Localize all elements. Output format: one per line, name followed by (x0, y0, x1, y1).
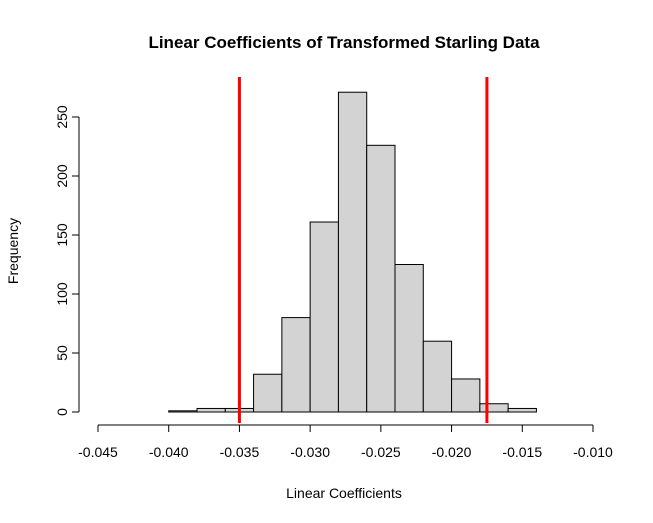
y-tick-label: 250 (54, 105, 70, 129)
x-tick-label: -0.030 (290, 444, 330, 460)
x-tick-label: -0.035 (220, 444, 260, 460)
x-tick-label: -0.045 (78, 444, 118, 460)
histogram-bar (479, 403, 509, 413)
histogram-bar (366, 144, 396, 413)
histogram-bar (309, 221, 339, 413)
histogram-bar (281, 317, 311, 413)
x-tick-label: -0.040 (149, 444, 189, 460)
bars-group (168, 91, 537, 413)
y-tick-label: 0 (54, 408, 70, 416)
histogram-bar (422, 340, 453, 413)
y-tick-label: 200 (54, 164, 70, 188)
reference-lines-group (237, 77, 489, 423)
x-tick-label: -0.010 (573, 444, 613, 460)
histogram-bar (253, 373, 283, 413)
y-tick-label: 150 (54, 223, 70, 247)
x-tick-label: -0.015 (502, 444, 542, 460)
histogram-bar (451, 378, 481, 413)
x-axis: -0.045 -0.040 -0.035 -0.030 -0.025 -0.020 -0.0… (78, 424, 613, 460)
y-axis-label: Frequency (5, 218, 21, 284)
histogram-bar (196, 407, 226, 413)
histogram-bar (394, 264, 424, 413)
x-axis-label: Linear Coefficients (286, 485, 402, 501)
y-axis: 0 50 100 150 200 250 (54, 105, 80, 416)
x-tick-label: -0.025 (361, 444, 401, 460)
chart-title: Linear Coefficients of Transformed Starl… (148, 33, 540, 52)
histogram-bar (168, 410, 198, 413)
y-tick-label: 100 (54, 282, 70, 306)
histogram-bar (507, 407, 537, 413)
x-tick-label: -0.020 (432, 444, 472, 460)
y-tick-label: 50 (54, 345, 70, 361)
histogram-bar (337, 91, 368, 413)
